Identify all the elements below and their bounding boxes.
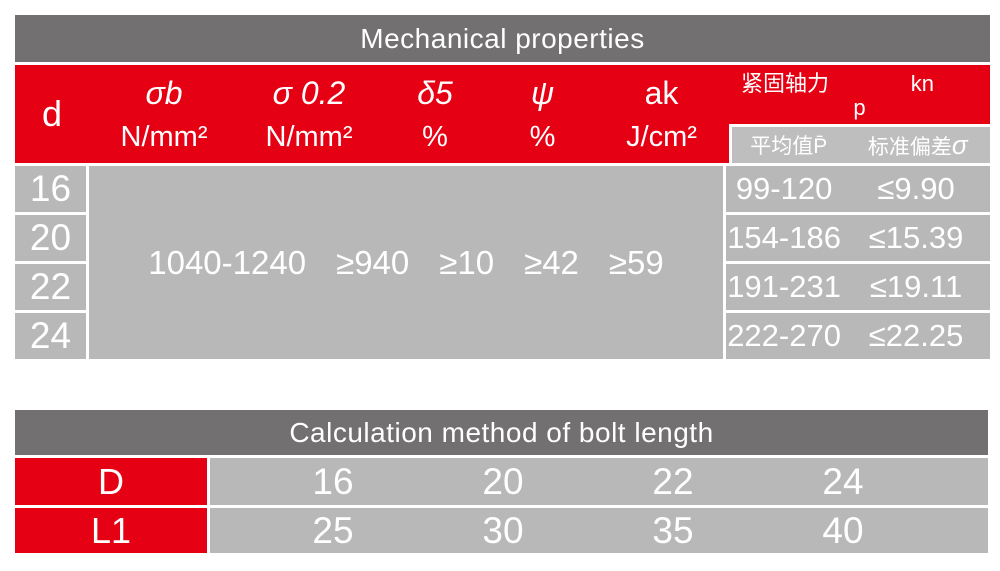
- d-col-value-4: 24: [822, 460, 864, 502]
- mean-value-4: 222-270: [727, 318, 841, 353]
- mean-value-1: 99-120: [735, 171, 833, 206]
- row-label-l1: L1: [15, 508, 207, 553]
- l1-col-value-4: 40: [822, 509, 864, 551]
- unit-percent-b: %: [529, 121, 556, 153]
- mech-table-title: Mechanical properties: [15, 15, 990, 62]
- bolt-length-table: Calculation method of bolt length D 16 2…: [15, 410, 988, 553]
- axial-force-subheader: 平均值P̄ 标准偏差σ: [729, 124, 990, 163]
- column-header-delta-5: δ5: [417, 74, 453, 111]
- area-reduction-value: ≥42: [524, 243, 579, 281]
- elongation-value: ≥10: [439, 243, 495, 281]
- d-value-22: 22: [15, 264, 86, 310]
- d-col-value-1: 16: [312, 460, 354, 502]
- axial-force-p: p: [853, 95, 866, 120]
- row-values-l1: 25 30 35 40: [210, 508, 988, 553]
- d-col-value-3: 22: [652, 460, 694, 502]
- mech-body: 16 20 22 24 1040-1240 ≥940 ≥10 ≥42 ≥59 9…: [15, 166, 990, 359]
- std-value-2: ≤15.39: [868, 220, 964, 255]
- l1-col-value-1: 25: [312, 509, 354, 551]
- std-value-1: ≤9.90: [877, 171, 955, 206]
- symbol-row: σb σ 0.2 δ5 ψ ak: [89, 65, 729, 121]
- mech-header-row: d σb σ 0.2 δ5 ψ ak N/mm² N/mm² % % J/cm²: [15, 65, 990, 163]
- length-table-title: Calculation method of bolt length: [15, 410, 988, 455]
- length-row-d: D 16 20 22 24: [15, 458, 988, 505]
- std-deviation-label: 标准偏差σ: [846, 130, 990, 161]
- unit-row: N/mm² N/mm² % % J/cm²: [89, 121, 729, 163]
- unit-n-mm2-b: N/mm²: [265, 121, 353, 153]
- axial-row-3: 191-231 ≤19.11: [726, 264, 990, 310]
- std-value-3: ≤19.11: [869, 269, 963, 304]
- l1-col-value-3: 35: [652, 509, 694, 551]
- sigma-icon: σ: [951, 129, 968, 160]
- axial-force-line1: 紧固轴力 kn: [729, 71, 990, 97]
- axial-force-label: 紧固轴力: [741, 71, 830, 96]
- shared-properties-cell: 1040-1240 ≥940 ≥10 ≥42 ≥59: [89, 166, 723, 359]
- axial-force-header: 紧固轴力 kn p: [729, 65, 990, 124]
- length-row-l1: L1 25 30 35 40: [15, 508, 988, 553]
- row-values-d: 16 20 22 24: [210, 458, 988, 505]
- column-header-psi: ψ: [530, 74, 555, 111]
- mean-value-label: 平均值P̄: [750, 135, 828, 158]
- d-value-20: 20: [15, 215, 86, 261]
- axial-row-1: 99-120 ≤9.90: [726, 166, 990, 212]
- unit-percent-a: %: [422, 121, 448, 153]
- row-label-d: D: [15, 458, 207, 505]
- column-header-ak: ak: [644, 74, 679, 111]
- mech-main-column-headers: σb σ 0.2 δ5 ψ ak N/mm² N/mm² % % J/cm²: [89, 65, 729, 163]
- l1-col-value-2: 30: [482, 509, 524, 551]
- axial-force-values-column: 99-120 ≤9.90 154-186 ≤15.39 191-231 ≤19.…: [726, 166, 990, 359]
- axial-row-2: 154-186 ≤15.39: [726, 215, 990, 261]
- tensile-strength-value: 1040-1240: [148, 243, 307, 281]
- axial-force-header-group: 紧固轴力 kn p 平均值P̄ 标准偏差σ: [729, 65, 990, 163]
- unit-n-mm2-a: N/mm²: [120, 121, 208, 153]
- yield-strength-value: ≥940: [336, 243, 410, 281]
- unit-j-cm2: J/cm²: [626, 121, 697, 153]
- std-value-4: ≤22.25: [868, 318, 964, 353]
- impact-toughness-value: ≥59: [608, 243, 664, 281]
- column-header-sigma-b: σb: [145, 74, 183, 111]
- column-header-d: d: [41, 93, 63, 134]
- column-header-sigma-02: σ 0.2: [272, 74, 346, 111]
- mechanical-properties-table: Mechanical properties d σb σ 0.2 δ5 ψ ak…: [15, 15, 990, 359]
- axial-force-unit: kn: [910, 71, 934, 96]
- d-value-16: 16: [15, 166, 86, 212]
- axial-row-4: 222-270 ≤22.25: [726, 313, 990, 359]
- std-deviation-text: 标准偏差: [867, 135, 952, 159]
- mean-value-2: 154-186: [727, 220, 841, 255]
- mean-value-3: 191-231: [727, 269, 841, 304]
- d-value-24: 24: [15, 313, 86, 359]
- d-value-column: 16 20 22 24: [15, 166, 86, 359]
- d-col-value-2: 20: [482, 460, 524, 502]
